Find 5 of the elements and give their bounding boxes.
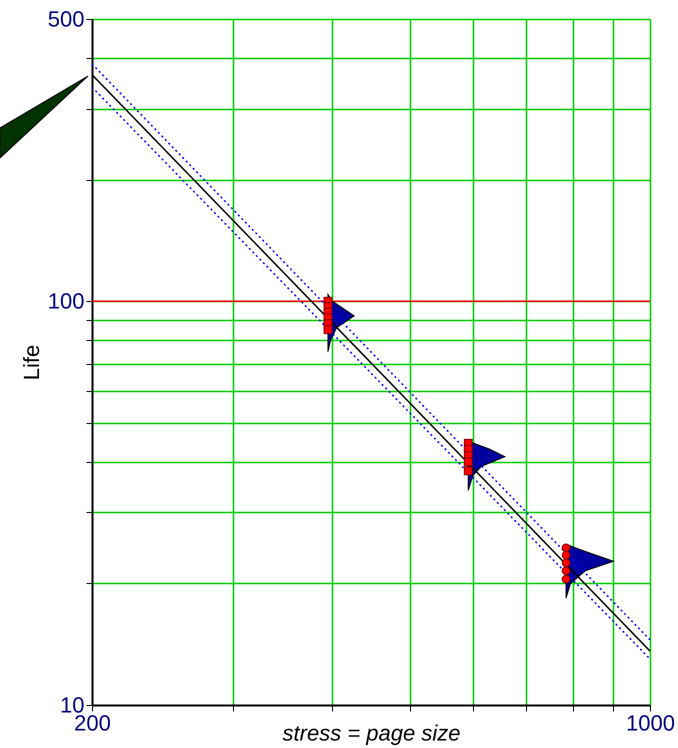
- x-axis-title: stress = page size: [282, 720, 460, 746]
- y-tick-label: 500: [48, 6, 84, 32]
- x-tick-label: 1000: [626, 710, 675, 736]
- y-axis-title: Life: [18, 344, 44, 380]
- y-tick-label: 100: [48, 288, 84, 314]
